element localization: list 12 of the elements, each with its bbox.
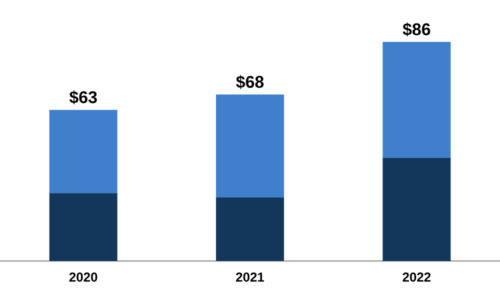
bar: [382, 42, 451, 158]
annotation: $86: [402, 22, 430, 36]
bar: [382, 158, 451, 261]
x-tick-label: 2022: [402, 272, 431, 282]
bar: [49, 193, 118, 261]
annotation: $68: [236, 75, 264, 89]
bar: [216, 94, 284, 198]
bar: [216, 197, 284, 261]
x-tick-label: 2021: [236, 272, 264, 282]
x-tick-label: 2020: [69, 272, 98, 282]
annotation: $63: [69, 90, 97, 104]
bar: [49, 110, 118, 194]
